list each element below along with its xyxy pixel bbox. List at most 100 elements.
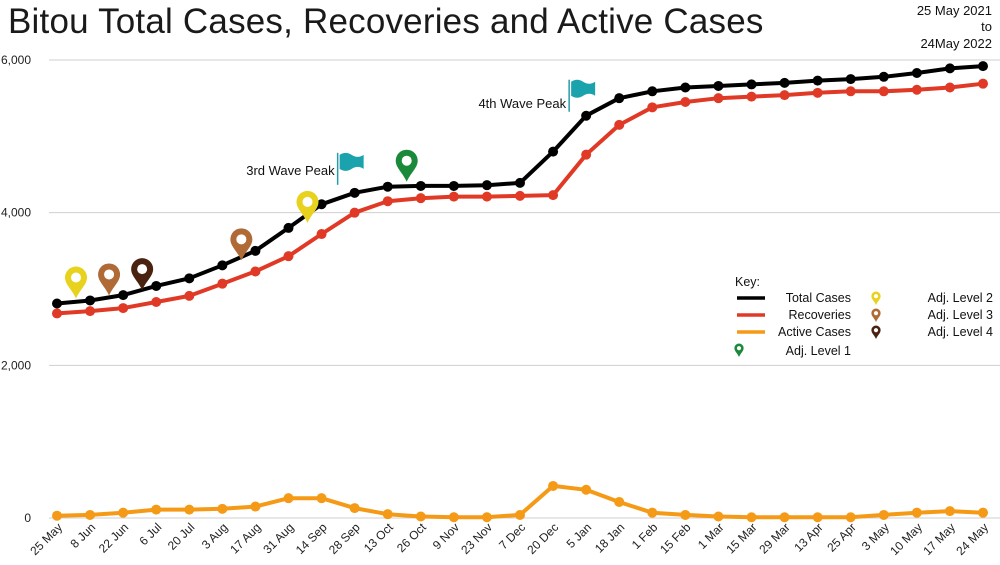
y-tick-label: 2,000 [1, 358, 31, 372]
x-tick-label: 15 Mar [723, 520, 759, 556]
legend-label: Adj. Level 3 [928, 308, 993, 322]
point-total-cases [217, 260, 228, 271]
point-active-cases [184, 504, 195, 515]
point-recoveries [283, 251, 294, 262]
point-total-cases [911, 67, 922, 78]
x-tick-label: 31 Aug [260, 520, 296, 556]
point-total-cases [746, 79, 757, 90]
x-tick-label: 6 Jul [137, 520, 165, 548]
y-tick-label: 4,000 [1, 206, 31, 220]
point-active-cases [118, 507, 129, 518]
point-recoveries [680, 96, 691, 107]
x-tick-label: 20 Jul [165, 520, 198, 553]
x-tick-label: 10 May [887, 520, 925, 558]
point-total-cases [647, 86, 658, 97]
x-tick-label: 9 Nov [430, 520, 462, 552]
marker-pin-adj-level-3-icon [98, 263, 121, 296]
marker-pin-adj-level-2-icon [65, 266, 87, 299]
fourth-wave-peak-label: 4th Wave Peak [478, 96, 566, 111]
point-total-cases [184, 273, 195, 284]
legend-label: Adj. Level 4 [928, 325, 993, 339]
point-active-cases [878, 509, 889, 520]
third-wave-peak-label: 3rd Wave Peak [246, 163, 335, 178]
point-recoveries [746, 91, 757, 102]
point-total-cases [283, 222, 294, 233]
point-recoveries [614, 119, 625, 130]
x-tick-label: 17 May [920, 520, 958, 558]
point-active-cases [779, 512, 790, 523]
point-total-cases [515, 177, 525, 188]
x-tick-label: 29 Mar [756, 520, 792, 556]
date-range-end: 24May 2022 [920, 36, 992, 51]
point-recoveries [581, 149, 592, 160]
point-recoveries [779, 90, 790, 101]
x-tick-label: 5 Jan [564, 520, 595, 551]
point-active-cases [944, 506, 955, 517]
point-active-cases [85, 509, 96, 520]
x-tick-label: 17 Aug [227, 520, 263, 556]
marker-pin-adj-level-2-icon [296, 190, 319, 223]
point-active-cases [151, 504, 162, 515]
point-recoveries [978, 78, 988, 89]
point-recoveries [151, 296, 162, 307]
x-tick-label: 13 Oct [361, 520, 396, 555]
point-recoveries [812, 87, 823, 98]
point-total-cases [118, 290, 129, 301]
x-tick-label: 1 Mar [695, 520, 727, 552]
legend-title: Key: [735, 275, 760, 289]
x-tick-label: 25 Apr [824, 520, 858, 554]
point-active-cases [581, 484, 592, 495]
point-recoveries [911, 84, 922, 95]
legend-level-1-pin-icon [734, 343, 744, 357]
x-tick-label: 22 Jun [96, 520, 131, 555]
point-active-cases [481, 512, 492, 523]
point-total-cases [812, 75, 823, 86]
point-active-cases [415, 511, 426, 522]
point-active-cases [52, 510, 62, 521]
marker-pin-adj-level-4-icon [131, 258, 154, 291]
point-active-cases [349, 503, 360, 514]
point-recoveries [845, 86, 856, 97]
x-tick-label: 28 Sep [326, 520, 363, 557]
x-tick-label: 23 Nov [458, 520, 495, 557]
marker-pin-adj-level-3-icon [230, 228, 253, 261]
point-recoveries [448, 191, 459, 202]
point-total-cases [481, 180, 492, 191]
x-tick-label: 24 May [953, 520, 991, 558]
point-total-cases [349, 187, 360, 198]
point-active-cases [382, 509, 393, 520]
legend-adj-level-4-pin-icon [871, 325, 881, 339]
point-active-cases [316, 493, 327, 504]
point-recoveries [878, 86, 889, 97]
point-recoveries [548, 190, 559, 201]
point-active-cases [250, 501, 261, 512]
point-recoveries [515, 190, 525, 201]
point-active-cases [548, 480, 559, 491]
point-active-cases [515, 509, 525, 520]
x-tick-label: 1 Feb [629, 520, 661, 552]
legend-label: Adj. Level 2 [928, 291, 993, 305]
point-active-cases [614, 496, 625, 507]
point-recoveries [250, 266, 261, 277]
point-total-cases [316, 199, 327, 210]
third-wave-flag-icon [336, 152, 364, 185]
point-total-cases [680, 82, 691, 93]
marker-pin-adj-level-1-icon [395, 149, 418, 182]
legend-adj-level-3-pin-icon [871, 308, 881, 322]
point-total-cases [581, 110, 592, 121]
y-tick-label: 0 [24, 511, 31, 525]
point-active-cases [845, 512, 856, 523]
x-tick-label: 13 Apr [791, 520, 825, 554]
series-layer [52, 61, 988, 523]
fourth-wave-flag-icon [568, 79, 596, 112]
point-total-cases [713, 80, 724, 91]
point-total-cases [250, 245, 261, 256]
point-active-cases [746, 512, 757, 523]
point-recoveries [118, 303, 129, 314]
legend-label: Recoveries [788, 308, 851, 322]
point-total-cases [978, 61, 988, 72]
x-tick-label: 20 Dec [524, 520, 561, 557]
point-active-cases [978, 507, 988, 518]
point-active-cases [713, 511, 724, 522]
